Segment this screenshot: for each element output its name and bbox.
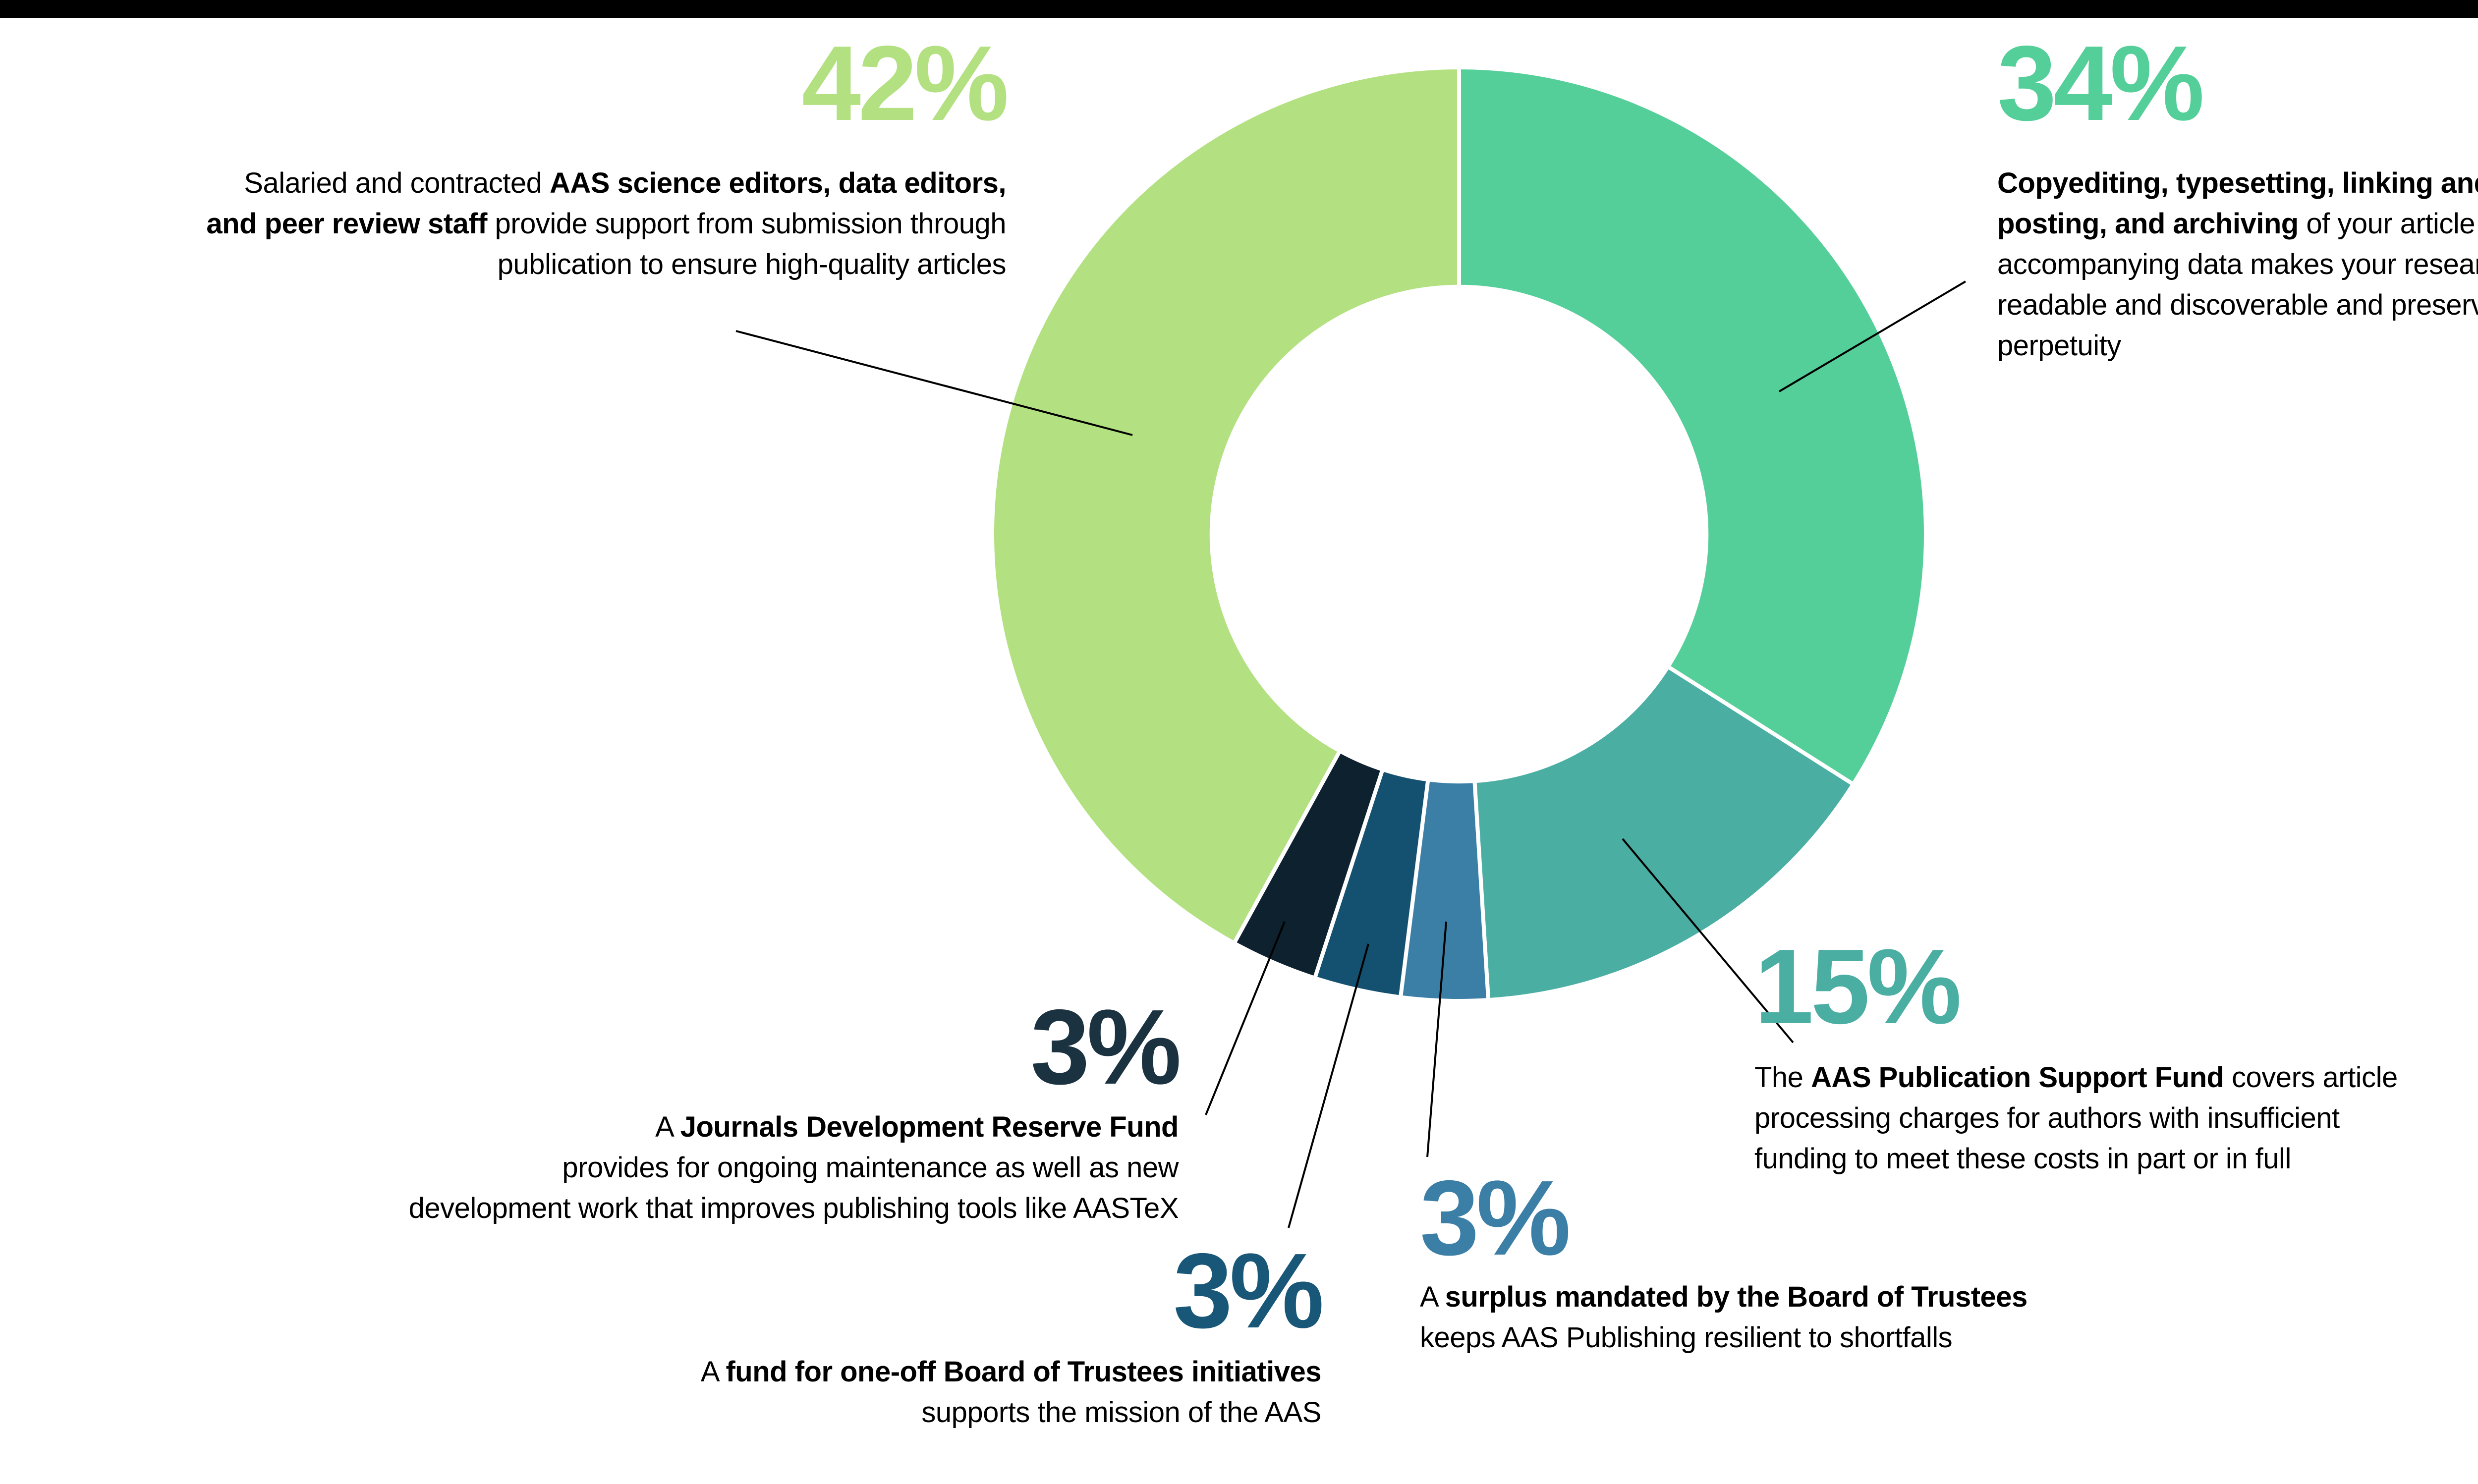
callout-34-percent: 34% Copyediting, typesetting, linking an… — [1997, 27, 2478, 366]
description-line: and peer review staff provide support fr… — [206, 207, 1006, 240]
donut-slice-copyediting-typesetting — [1457, 65, 1928, 787]
callout-3-percent-one-off-fund: 3% A fund for one-off Board of Trustees … — [700, 1231, 1324, 1433]
callout-description-3-one-off: A fund for one-off Board of Trustees ini… — [700, 1352, 1322, 1433]
callout-3-percent-reserve-fund: 3% A Journals Development Reserve Fund pr… — [409, 987, 1182, 1229]
description-line: keeps AAS Publishing resilient to shortf… — [1420, 1321, 1953, 1354]
callout-42-percent: 42% Salaried and contracted AAS science … — [206, 23, 1009, 285]
leader-line — [1778, 280, 1967, 392]
description-line: processing charges for authors with insu… — [1754, 1101, 2340, 1134]
description-line: publication to ensure high-quality artic… — [497, 248, 1007, 280]
description-line: Copyediting, typesetting, linking and ta… — [1997, 166, 2478, 199]
leader-line — [1288, 943, 1369, 1228]
callout-description-3-reserve: A Journals Development Reserve Fund provi… — [409, 1107, 1179, 1229]
description-line: perpetuity — [1997, 329, 2121, 362]
description-line: accompanying data makes your research mo… — [1997, 248, 2478, 280]
callout-description-3-surplus: A surplus mandated by the Board of Trust… — [1420, 1277, 2027, 1358]
description-line: provides for ongoing maintenance as well… — [562, 1151, 1179, 1184]
percent-label-3-surplus: 3% — [1420, 1158, 1571, 1277]
percent-label-15: 15% — [1754, 927, 1962, 1046]
donut-slice-publication-support-fund — [1472, 664, 1856, 1002]
percent-label-34: 34% — [1997, 23, 2204, 143]
callout-3-percent-surplus: 3% A surplus mandated by the Board of Tr… — [1420, 1162, 2027, 1358]
leader-line — [1205, 921, 1286, 1115]
description-line: The AAS Publication Support Fund covers … — [1754, 1061, 2398, 1094]
description-line: posting, and archiving of your article a… — [1997, 207, 2478, 240]
callout-description-34: Copyediting, typesetting, linking and ta… — [1997, 163, 2478, 366]
leader-line — [735, 330, 1133, 436]
leader-line — [1622, 838, 1794, 1044]
percent-label-42: 42% — [801, 23, 1009, 143]
donut-slice-editors-and-peer-review-staff — [990, 65, 1461, 946]
description-line: Salaried and contracted AAS science edit… — [244, 166, 1006, 199]
description-line: supports the mission of the AAS — [921, 1396, 1321, 1429]
description-line: funding to meet these costs in part or i… — [1754, 1142, 2291, 1175]
callout-15-percent: 15% The AAS Publication Support Fund cov… — [1754, 931, 2398, 1179]
description-line: development work that improves publishin… — [408, 1192, 1179, 1224]
percent-label-3-reserve: 3% — [1030, 987, 1182, 1106]
leader-line — [1426, 921, 1447, 1157]
callout-description-42: Salaried and contracted AAS science edit… — [206, 163, 1006, 285]
description-line: readable and discoverable and preserves … — [1997, 288, 2478, 321]
callout-description-15: The AAS Publication Support Fund covers … — [1754, 1057, 2398, 1179]
description-line: A Journals Development Reserve Fund — [655, 1110, 1179, 1143]
description-line: A fund for one-off Board of Trustees ini… — [700, 1355, 1322, 1388]
percent-label-3-one-off: 3% — [1173, 1231, 1324, 1350]
top-black-bar — [0, 0, 2478, 18]
description-line: A surplus mandated by the Board of Trust… — [1420, 1280, 2027, 1313]
